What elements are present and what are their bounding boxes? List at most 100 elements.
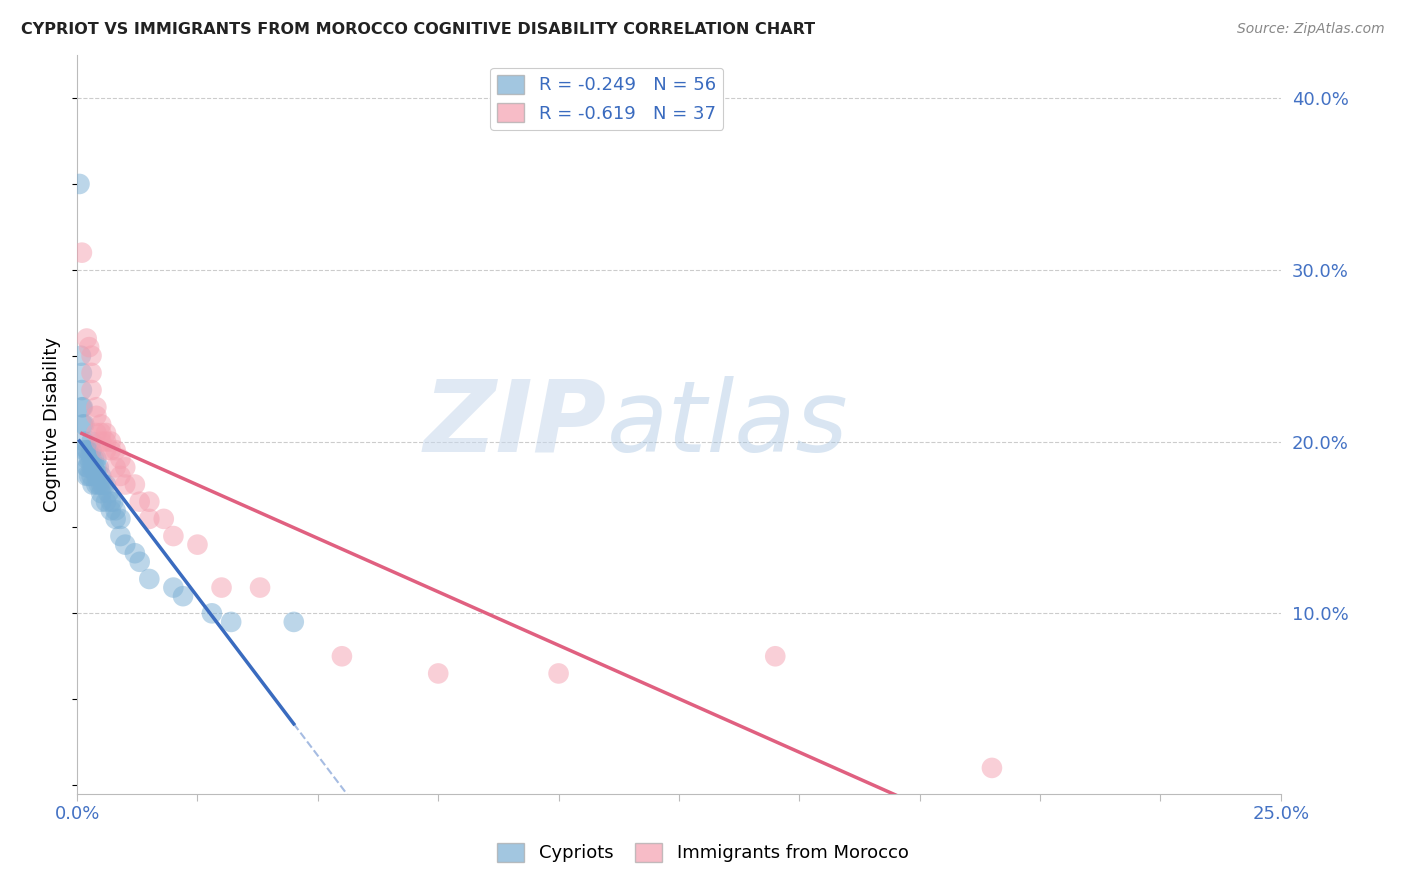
- Point: [80, 451, 103, 466]
- Point: [86, 477, 108, 491]
- Point: [97, 486, 120, 500]
- Point: [110, 529, 132, 543]
- Point: [124, 546, 146, 560]
- Point: [110, 512, 132, 526]
- Point: [80, 383, 103, 397]
- Point: [104, 503, 127, 517]
- Text: atlas: atlas: [607, 376, 848, 473]
- Point: [138, 494, 160, 508]
- Point: [114, 538, 136, 552]
- Point: [76, 451, 98, 466]
- Point: [82, 477, 104, 491]
- Point: [138, 572, 160, 586]
- Point: [87, 460, 110, 475]
- Legend: Cypriots, Immigrants from Morocco: Cypriots, Immigrants from Morocco: [491, 836, 915, 870]
- Point: [72, 417, 94, 432]
- Point: [76, 460, 98, 475]
- Point: [80, 349, 103, 363]
- Y-axis label: Cognitive Disability: Cognitive Disability: [44, 337, 60, 512]
- Point: [211, 581, 233, 595]
- Text: ZIP: ZIP: [423, 376, 607, 473]
- Point: [86, 401, 108, 415]
- Point: [763, 649, 786, 664]
- Point: [128, 494, 150, 508]
- Point: [100, 443, 122, 458]
- Point: [86, 460, 108, 475]
- Point: [94, 443, 117, 458]
- Point: [104, 512, 127, 526]
- Point: [283, 615, 305, 629]
- Text: CYPRIOT VS IMMIGRANTS FROM MOROCCO COGNITIVE DISABILITY CORRELATION CHART: CYPRIOT VS IMMIGRANTS FROM MOROCCO COGNI…: [21, 22, 815, 37]
- Point: [94, 477, 117, 491]
- Point: [90, 486, 112, 500]
- Legend: R = -0.249   N = 56, R = -0.619   N = 37: R = -0.249 N = 56, R = -0.619 N = 37: [491, 68, 723, 130]
- Point: [128, 555, 150, 569]
- Point: [330, 649, 353, 664]
- Point: [219, 615, 242, 629]
- Point: [70, 383, 93, 397]
- Point: [76, 443, 98, 458]
- Point: [72, 401, 94, 415]
- Point: [77, 451, 100, 466]
- Point: [104, 460, 127, 475]
- Point: [80, 469, 103, 483]
- Point: [114, 477, 136, 491]
- Point: [94, 434, 117, 449]
- Point: [70, 245, 93, 260]
- Point: [83, 460, 105, 475]
- Point: [110, 469, 132, 483]
- Point: [80, 443, 103, 458]
- Point: [76, 443, 98, 458]
- Point: [162, 581, 184, 595]
- Point: [100, 434, 122, 449]
- Point: [201, 607, 224, 621]
- Point: [90, 417, 112, 432]
- Point: [86, 425, 108, 440]
- Point: [124, 477, 146, 491]
- Point: [981, 761, 1004, 775]
- Point: [90, 434, 112, 449]
- Text: Source: ZipAtlas.com: Source: ZipAtlas.com: [1237, 22, 1385, 37]
- Point: [100, 494, 122, 508]
- Point: [80, 366, 103, 380]
- Point: [70, 401, 93, 415]
- Point: [103, 494, 125, 508]
- Point: [73, 434, 96, 449]
- Point: [94, 425, 117, 440]
- Point: [80, 460, 103, 475]
- Point: [86, 469, 108, 483]
- Point: [110, 451, 132, 466]
- Point: [83, 451, 105, 466]
- Point: [73, 443, 96, 458]
- Point: [138, 512, 160, 526]
- Point: [162, 529, 184, 543]
- Point: [86, 451, 108, 466]
- Point: [90, 425, 112, 440]
- Point: [86, 409, 108, 423]
- Point: [69, 177, 91, 191]
- Point: [90, 477, 112, 491]
- Point: [73, 417, 96, 432]
- Point: [186, 538, 208, 552]
- Point: [90, 494, 112, 508]
- Point: [93, 477, 115, 491]
- Point: [547, 666, 569, 681]
- Point: [70, 349, 93, 363]
- Point: [76, 469, 98, 483]
- Point: [94, 494, 117, 508]
- Point: [87, 477, 110, 491]
- Point: [77, 340, 100, 354]
- Point: [427, 666, 450, 681]
- Point: [104, 443, 127, 458]
- Point: [77, 469, 100, 483]
- Point: [76, 332, 98, 346]
- Point: [70, 366, 93, 380]
- Point: [80, 434, 103, 449]
- Point: [90, 469, 112, 483]
- Point: [172, 589, 194, 603]
- Point: [249, 581, 271, 595]
- Point: [152, 512, 174, 526]
- Point: [100, 503, 122, 517]
- Point: [76, 460, 98, 475]
- Point: [114, 460, 136, 475]
